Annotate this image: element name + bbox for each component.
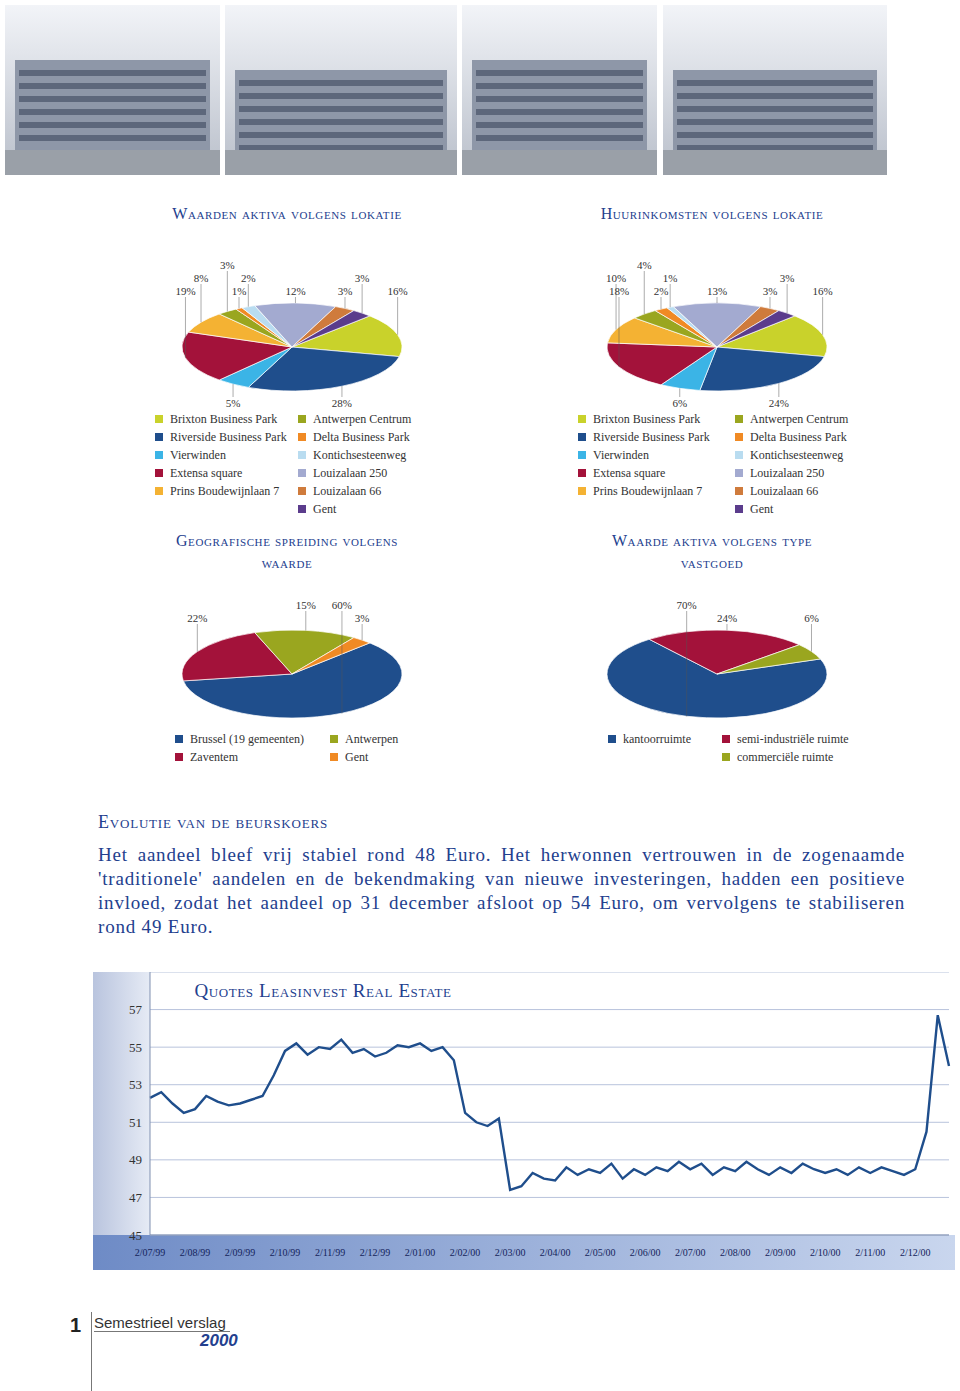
html-text:Antwerpen Centrum: Antwerpen Centrum	[313, 411, 412, 426]
html-text:Delta Business Park: Delta Business Park	[313, 429, 410, 444]
svg-text:2/07/00: 2/07/00	[675, 1247, 706, 1258]
svg-text:6%: 6%	[804, 612, 819, 624]
svg-text:53: 53	[129, 1077, 142, 1092]
svg-text:22%: 22%	[187, 612, 207, 624]
svg-text:6%: 6%	[672, 397, 687, 409]
html-text:Brixton Business Park: Brixton Business Park	[170, 411, 278, 426]
svg-text:4%: 4%	[637, 259, 652, 271]
html-text:Vierwinden: Vierwinden	[593, 447, 649, 462]
html-text:semi-industriële ruimte: semi-industriële ruimte	[737, 731, 849, 746]
svg-text:2/11/00: 2/11/00	[855, 1247, 885, 1258]
html-text:Geografische spreiding volgens: Geografische spreiding volgens waarde	[175, 532, 399, 571]
svg-text:2/08/99: 2/08/99	[180, 1247, 211, 1258]
svg-text:3%: 3%	[780, 272, 795, 284]
html-text:Louizalaan 66: Louizalaan 66	[313, 483, 382, 498]
svg-text:16%: 16%	[388, 285, 408, 297]
svg-text:15%: 15%	[296, 599, 316, 611]
svg-text:28%: 28%	[332, 397, 352, 409]
svg-text:19%: 19%	[175, 285, 195, 297]
svg-text:18%: 18%	[609, 285, 629, 297]
html-text:Semestrieel verslag: Semestrieel verslag	[94, 1314, 226, 1331]
html-text:Louizalaan 250: Louizalaan 250	[750, 465, 825, 480]
html-text:Zaventem: Zaventem	[190, 749, 238, 764]
svg-text:2/09/99: 2/09/99	[225, 1247, 256, 1258]
html-text:Riverside Business Park: Riverside Business Park	[593, 429, 710, 444]
html-text:Huurinkomsten volgens lokatie: Huurinkomsten volgens lokatie	[600, 205, 824, 222]
svg-text:51: 51	[129, 1115, 142, 1130]
html-text:Brussel (19 gemeenten): Brussel (19 gemeenten)	[190, 731, 304, 746]
svg-text:10%: 10%	[606, 272, 626, 284]
svg-text:2/12/99: 2/12/99	[360, 1247, 391, 1258]
svg-text:12%: 12%	[285, 285, 305, 297]
svg-text:2%: 2%	[654, 285, 669, 297]
svg-text:49: 49	[129, 1152, 142, 1167]
svg-text:8%: 8%	[194, 272, 209, 284]
html-text:Antwerpen Centrum: Antwerpen Centrum	[750, 411, 849, 426]
html-text:Louizalaan 66: Louizalaan 66	[750, 483, 819, 498]
html-text:2000: 2000	[200, 1331, 238, 1350]
svg-text:2/01/00: 2/01/00	[405, 1247, 436, 1258]
html-text:Gent: Gent	[345, 749, 369, 764]
html-text:Delta Business Park: Delta Business Park	[750, 429, 847, 444]
svg-text:2/08/00: 2/08/00	[720, 1247, 751, 1258]
html-text:Waarde aktiva volgens type vas: Waarde aktiva volgens type vastgoed	[611, 532, 813, 571]
svg-text:45: 45	[129, 1228, 142, 1243]
svg-text:1%: 1%	[232, 285, 247, 297]
html-text:Antwerpen: Antwerpen	[345, 731, 399, 746]
svg-text:3%: 3%	[355, 612, 370, 624]
html-text:Gent: Gent	[313, 501, 337, 516]
html-text:Waarden aktiva volgens lokatie: Waarden aktiva volgens lokatie	[172, 205, 402, 222]
svg-text:24%: 24%	[717, 612, 737, 624]
svg-text:3%: 3%	[338, 285, 353, 297]
svg-text:2/12/00: 2/12/00	[900, 1247, 931, 1258]
html-text:kantoorruimte: kantoorruimte	[623, 731, 691, 746]
svg-text:2/03/00: 2/03/00	[495, 1247, 526, 1258]
html-text:Extensa square: Extensa square	[593, 465, 666, 480]
svg-text:3%: 3%	[355, 272, 370, 284]
svg-text:70%: 70%	[677, 599, 697, 611]
svg-text:24%: 24%	[769, 397, 789, 409]
svg-text:2/10/00: 2/10/00	[810, 1247, 841, 1258]
html-text:Evolutie van de beurskoers: Evolutie van de beurskoers	[98, 812, 328, 832]
svg-text:2/09/00: 2/09/00	[765, 1247, 796, 1258]
svg-text:60%: 60%	[332, 599, 352, 611]
svg-text:2/02/00: 2/02/00	[450, 1247, 481, 1258]
html-text:Extensa square: Extensa square	[170, 465, 243, 480]
html-text:Louizalaan 250: Louizalaan 250	[313, 465, 388, 480]
svg-text:3%: 3%	[763, 285, 778, 297]
svg-text:16%: 16%	[813, 285, 833, 297]
svg-text:2/04/00: 2/04/00	[540, 1247, 571, 1258]
svg-text:2/06/00: 2/06/00	[630, 1247, 661, 1258]
html-text:Kontichsesteenweg: Kontichsesteenweg	[313, 447, 407, 462]
svg-text:2/10/99: 2/10/99	[270, 1247, 301, 1258]
svg-text:2/07/99: 2/07/99	[135, 1247, 166, 1258]
html-text:Prins Boudewijnlaan 7: Prins Boudewijnlaan 7	[170, 483, 280, 498]
svg-text:2/05/00: 2/05/00	[585, 1247, 616, 1258]
svg-text:5%: 5%	[226, 397, 241, 409]
html-text:Quotes Leasinvest Real Estate: Quotes Leasinvest Real Estate	[194, 980, 452, 1001]
html-text:Riverside Business Park: Riverside Business Park	[170, 429, 287, 444]
svg-text:2/11/99: 2/11/99	[315, 1247, 345, 1258]
html-text:Gent: Gent	[750, 501, 774, 516]
html-text:1: 1	[70, 1314, 82, 1336]
svg-text:13%: 13%	[707, 285, 727, 297]
svg-text:57: 57	[129, 1002, 143, 1017]
html-text:Kontichsesteenweg: Kontichsesteenweg	[750, 447, 844, 462]
html-text:commerciële ruimte: commerciële ruimte	[737, 749, 834, 764]
svg-text:3%: 3%	[220, 259, 235, 271]
svg-text:2%: 2%	[241, 272, 256, 284]
html-text:Vierwinden: Vierwinden	[170, 447, 226, 462]
html-text:Het aandeel bleef vrij stabiel: Het aandeel bleef vrij stabiel rond 48 E…	[98, 844, 905, 937]
svg-text:1%: 1%	[663, 272, 678, 284]
svg-text:55: 55	[129, 1040, 142, 1055]
svg-text:47: 47	[129, 1190, 143, 1205]
html-text:Brixton Business Park: Brixton Business Park	[593, 411, 701, 426]
html-text:Prins Boudewijnlaan 7: Prins Boudewijnlaan 7	[593, 483, 703, 498]
